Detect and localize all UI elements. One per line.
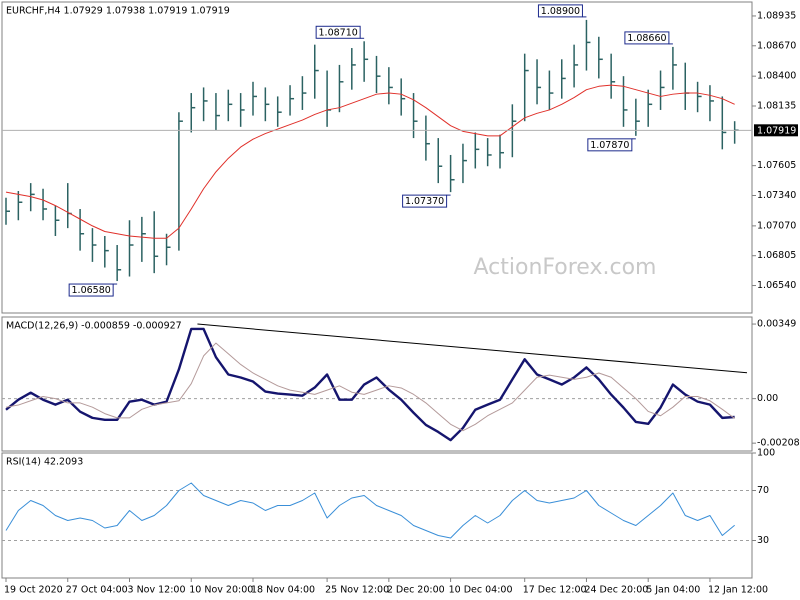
annotation-label: 1.08900 (541, 6, 580, 17)
x-tick-label: 12 Jan 12:00 (708, 585, 768, 596)
x-tick-label: 2 Dec 20:00 (387, 585, 445, 596)
annotation-box (402, 194, 448, 208)
x-tick-label: 10 Dec 04:00 (449, 585, 513, 596)
x-tick-label: 27 Oct 04:00 (66, 585, 128, 596)
x-tick-label: 3 Nov 12:00 (128, 585, 186, 596)
current-price-label: 1.07919 (757, 125, 796, 136)
series-line (5, 342, 735, 432)
annotation-box (624, 31, 670, 45)
y-tick-label: 1.06540 (757, 280, 796, 291)
x-tick-label: 25 Nov 12:00 (325, 585, 389, 596)
x-tick-label: 17 Dec 12:00 (523, 585, 587, 596)
y-tick-label: -0.002083 (757, 438, 800, 449)
annotation-label: 1.06580 (72, 285, 111, 296)
y-tick-label: 1.08935 (757, 10, 796, 21)
y-tick-label: 100 (757, 448, 775, 459)
y-tick-label: 1.08135 (757, 101, 796, 112)
y-tick-label: 0.00 (757, 393, 778, 404)
panel-title: MACD(12,26,9) -0.000859 -0.000927 (6, 321, 182, 332)
y-tick-label: 1.07070 (757, 220, 796, 231)
x-tick-label: 10 Nov 20:00 (189, 585, 253, 596)
y-tick-label: 1.08670 (757, 40, 796, 51)
panel-frame (1, 452, 753, 579)
annotation-label: 1.07870 (590, 140, 629, 151)
y-tick-label: 0.00349 (757, 319, 796, 330)
annotation-box (587, 138, 633, 152)
y-tick-label: 70 (757, 485, 769, 496)
annotation-box (68, 283, 114, 297)
panel-frame (1, 316, 753, 452)
annotation-label: 1.08710 (319, 27, 358, 38)
panel-title: RSI(14) 42.2093 (6, 457, 83, 468)
panel-frame (1, 1, 753, 314)
series-line (5, 84, 735, 239)
y-tick-label: 30 (757, 535, 769, 546)
trendline (197, 323, 748, 374)
y-tick-label: 1.07340 (757, 190, 796, 201)
current-price-box (754, 124, 798, 137)
series-line (5, 482, 735, 539)
y-tick-label: 1.08400 (757, 71, 796, 82)
annotation-box (537, 4, 583, 18)
x-tick-label: 19 Oct 2020 (4, 585, 63, 596)
y-tick-label: 1.07605 (757, 160, 796, 171)
annotation-label: 1.08660 (627, 33, 666, 44)
x-tick-label: 24 Dec 20:00 (584, 585, 648, 596)
y-tick-label: 1.06805 (757, 250, 796, 261)
annotation-box (315, 25, 361, 39)
annotation-label: 1.07370 (405, 196, 444, 207)
x-tick-label: 18 Nov 04:00 (251, 585, 315, 596)
watermark: ActionForex.com (474, 255, 657, 280)
x-tick-label: 5 Jan 04:00 (646, 585, 700, 596)
series-line (5, 327, 735, 442)
panel-title: EURCHF,H4 1.07929 1.07938 1.07919 1.0791… (6, 6, 230, 17)
